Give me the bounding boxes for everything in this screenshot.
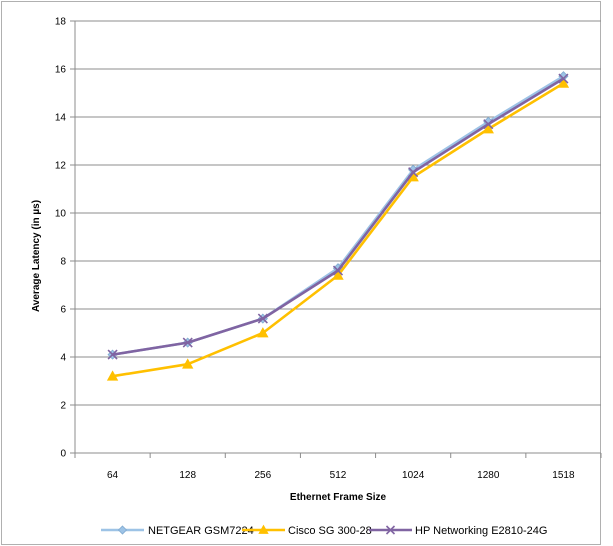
x-tick-label: 1518 bbox=[552, 470, 575, 481]
x-tick-label: 1280 bbox=[477, 470, 500, 481]
legend: NETGEAR GSM7224 Cisco SG 300-28 HP Network… bbox=[101, 524, 547, 537]
data-point bbox=[107, 349, 118, 360]
y-axis-title: Average Latency (in µs) bbox=[31, 200, 42, 312]
series-2 bbox=[107, 73, 569, 360]
y-tick-label: 4 bbox=[60, 353, 66, 364]
y-tick-label: 18 bbox=[55, 17, 67, 28]
legend-item: HP Networking E2810-24G bbox=[369, 525, 547, 537]
x-tick-label: 128 bbox=[179, 470, 196, 481]
axes bbox=[70, 20, 602, 458]
y-tick-label: 6 bbox=[60, 305, 66, 316]
y-tick-labels: 0 2 4 6 8 10 12 14 16 18 bbox=[55, 17, 67, 460]
data-point bbox=[182, 337, 193, 348]
data-point bbox=[557, 77, 570, 88]
data-point bbox=[257, 327, 269, 338]
y-tick-label: 10 bbox=[55, 209, 67, 220]
data-point bbox=[408, 167, 419, 178]
series-1 bbox=[106, 77, 570, 381]
x-tick-labels: 64 128 256 512 1024 1280 1518 bbox=[107, 470, 575, 481]
data-point bbox=[558, 73, 569, 84]
data-point bbox=[257, 313, 268, 324]
legend-swatch-marker bbox=[385, 525, 396, 535]
x-tick-label: 64 bbox=[107, 470, 119, 481]
legend-label: NETGEAR GSM7224 bbox=[148, 525, 254, 537]
y-tick-label: 16 bbox=[55, 65, 67, 76]
x-tick-label: 512 bbox=[330, 470, 347, 481]
series-lines bbox=[106, 71, 570, 381]
data-point bbox=[482, 123, 494, 134]
data-point bbox=[332, 265, 344, 276]
legend-swatch-marker bbox=[258, 524, 269, 534]
x-tick-label: 1024 bbox=[402, 470, 425, 481]
legend-label: HP Networking E2810-24G bbox=[415, 525, 547, 537]
legend-label: Cisco SG 300-28 bbox=[288, 525, 372, 537]
chart-border bbox=[1, 1, 601, 545]
data-point bbox=[483, 119, 494, 130]
y-tick-label: 14 bbox=[55, 113, 67, 124]
legend-swatch-marker bbox=[117, 525, 128, 535]
x-axis-title: Ethernet Frame Size bbox=[290, 492, 387, 503]
y-tick-label: 12 bbox=[55, 161, 67, 172]
x-tick-label: 256 bbox=[255, 470, 272, 481]
y-tick-label: 8 bbox=[60, 257, 66, 268]
data-point bbox=[182, 358, 194, 369]
data-point bbox=[332, 269, 344, 280]
y-tick-label: 0 bbox=[60, 449, 66, 460]
y-tick-label: 2 bbox=[60, 401, 66, 412]
legend-item: Cisco SG 300-28 bbox=[242, 524, 372, 537]
data-point bbox=[106, 370, 119, 381]
gridlines bbox=[75, 20, 601, 406]
legend-item: NETGEAR GSM7224 bbox=[101, 525, 254, 537]
